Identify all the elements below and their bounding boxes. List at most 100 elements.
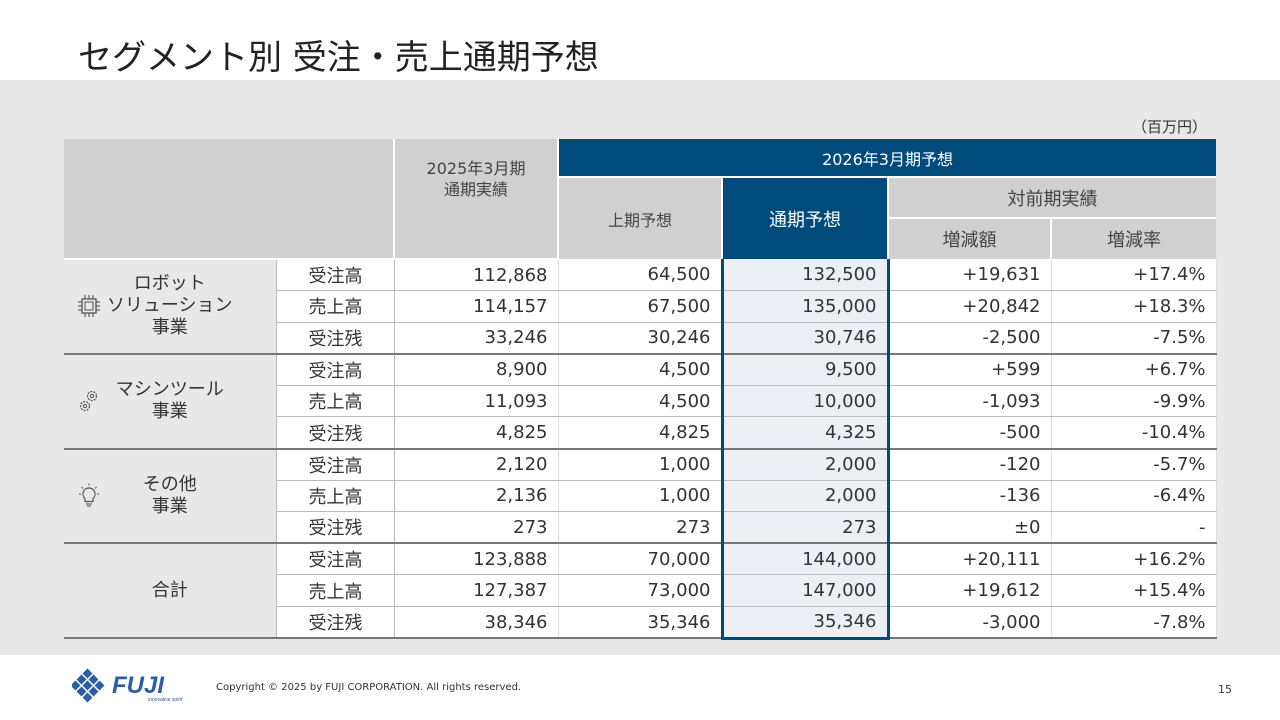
- unit-label: （百万円）: [1132, 118, 1208, 136]
- first-half-value: 4,825: [558, 416, 723, 450]
- change-rate-value: -9.9%: [1051, 385, 1217, 418]
- table-body: ロボット ソリューション 事業 受注高 112,868 64,500 132,500 +1…: [64, 259, 1217, 640]
- change-amount-value: +20,842: [888, 290, 1052, 323]
- prev-year-value: 127,387: [394, 574, 559, 608]
- prev-year-value: 11,093: [394, 385, 559, 418]
- segment-label-cell: ロボット ソリューション 事業: [64, 259, 277, 355]
- change-amount-value: ±0: [888, 511, 1052, 545]
- first-half-value: 1,000: [558, 448, 723, 481]
- first-half-value: 73,000: [558, 574, 723, 608]
- change-amount-value: -120: [888, 448, 1052, 481]
- change-rate-value: +15.4%: [1051, 574, 1217, 608]
- table-row: 売上高 11,093 4,500 10,000 -1,093 -9.9%: [64, 385, 1217, 418]
- change-amount-value: -2,500: [888, 322, 1052, 355]
- prev-year-value: 33,246: [394, 322, 559, 355]
- table-row: ロボット ソリューション 事業 受注高 112,868 64,500 132,500 +1…: [64, 259, 1217, 355]
- first-half-value: 30,246: [558, 322, 723, 355]
- table-row: 売上高 127,387 73,000 147,000 +19,612 +15.4%: [64, 574, 1217, 608]
- segment-label-cell: その他 事業: [64, 448, 277, 545]
- row-label: 受注高: [276, 259, 395, 292]
- full-year-value: 132,500: [720, 259, 890, 292]
- prev-year-value: 2,136: [394, 480, 559, 513]
- change-rate-value: +16.2%: [1051, 543, 1217, 576]
- first-half-value: 1,000: [558, 480, 723, 513]
- change-rate-value: +6.7%: [1051, 353, 1217, 386]
- change-amount-value: +599: [888, 353, 1052, 386]
- full-year-value: 273: [720, 511, 890, 545]
- row-label: 受注残: [276, 416, 395, 450]
- segment-name: マシンツール 事業: [115, 379, 224, 423]
- copyright-text: Copyright © 2025 by FUJI CORPORATION. Al…: [216, 682, 522, 693]
- logo-text: FUJI: [112, 672, 165, 699]
- prev-year-header: 2025年3月期 通期実績: [394, 139, 559, 260]
- prev-year-value: 38,346: [394, 606, 559, 640]
- change-rate-value: +17.4%: [1051, 259, 1217, 292]
- change-rate-value: -5.7%: [1051, 448, 1217, 481]
- change-amount-header: 増減額: [887, 218, 1051, 259]
- change-rate-value: -6.4%: [1051, 480, 1217, 513]
- first-half-value: 70,000: [558, 543, 723, 576]
- row-label: 受注高: [276, 448, 395, 481]
- page-number: 15: [1218, 683, 1232, 696]
- row-label: 売上高: [276, 290, 395, 323]
- table-row: マシンツール 事業 受注高 8,900 4,500 9,500 +599 +6.7%: [64, 353, 1217, 450]
- prev-year-value: 114,157: [394, 290, 559, 323]
- full-year-header: 通期予想: [722, 177, 888, 259]
- table-row: 受注残 273 273 273 ±0-: [64, 511, 1217, 545]
- chip-icon: [76, 293, 102, 319]
- change-rate-header: 増減率: [1049, 218, 1217, 259]
- table-row: 売上高 2,136 1,000 2,000 -136 -6.4%: [64, 480, 1217, 513]
- prev-year-value: 2,120: [394, 448, 559, 481]
- row-label: 売上高: [276, 480, 395, 513]
- forecast-group-header: 2026年3月期予想: [558, 139, 1217, 178]
- table-row: 受注残 4,825 4,825 4,325 -500 -10.4%: [64, 416, 1217, 450]
- first-half-value: 35,346: [558, 606, 723, 640]
- change-amount-value: -136: [888, 480, 1052, 513]
- segment-label-cell: マシンツール 事業: [64, 353, 277, 450]
- change-rate-value: -: [1051, 511, 1217, 545]
- change-amount-value: -500: [888, 416, 1052, 450]
- full-year-value: 30,746: [720, 322, 890, 355]
- corner-header: [64, 139, 395, 260]
- segment-name: ロボット ソリューション 事業: [106, 273, 233, 339]
- first-half-value: 4,500: [558, 353, 723, 386]
- first-half-header: 上期予想: [558, 177, 723, 259]
- segment-name: 合計: [151, 579, 188, 601]
- prev-year-header-text: 2025年3月期 通期実績: [426, 158, 526, 199]
- change-amount-value: +20,111: [888, 543, 1052, 576]
- fuji-logo: FUJI innovative spirit: [72, 668, 183, 703]
- prev-year-value: 273: [394, 511, 559, 545]
- table-row: 合計 受注高 123,888 70,000 144,000 +20,111 +16.2%: [64, 543, 1217, 640]
- vs-prev-header: 対前期実績: [886, 177, 1217, 219]
- row-label: 受注高: [276, 353, 395, 386]
- full-year-value: 135,000: [720, 290, 890, 323]
- prev-year-value: 8,900: [394, 353, 559, 386]
- full-year-value: 4,325: [720, 416, 890, 450]
- table-row: その他 事業 受注高 2,120 1,000 2,000 -120 -5.7%: [64, 448, 1217, 545]
- row-label: 受注高: [276, 543, 395, 576]
- logo-tagline: innovative spirit: [148, 697, 183, 703]
- full-year-value: 2,000: [720, 448, 890, 481]
- full-year-value: 2,000: [720, 480, 890, 513]
- full-year-value: 147,000: [720, 574, 890, 608]
- full-year-value: 9,500: [720, 353, 890, 386]
- change-rate-value: +18.3%: [1051, 290, 1217, 323]
- lightbulb-icon: [76, 483, 102, 509]
- first-half-value: 4,500: [558, 385, 723, 418]
- change-rate-value: -10.4%: [1051, 416, 1217, 450]
- change-amount-value: +19,612: [888, 574, 1052, 608]
- table-row: 受注残 33,246 30,246 30,746 -2,500 -7.5%: [64, 322, 1217, 355]
- change-rate-value: -7.8%: [1051, 606, 1217, 640]
- page-title: セグメント別 受注・売上通期予想: [78, 38, 599, 78]
- segment-name: その他 事業: [142, 473, 197, 517]
- row-label: 受注残: [276, 606, 395, 640]
- prev-year-value: 123,888: [394, 543, 559, 576]
- row-label: 受注残: [276, 322, 395, 355]
- segment-label-cell: 合計: [64, 543, 277, 640]
- full-year-value: 35,346: [720, 606, 890, 640]
- row-label: 売上高: [276, 385, 395, 418]
- prev-year-value: 112,868: [394, 259, 559, 292]
- row-label: 受注残: [276, 511, 395, 545]
- table-row: 受注残 38,346 35,346 35,346 -3,000 -7.8%: [64, 606, 1217, 640]
- row-label: 売上高: [276, 574, 395, 608]
